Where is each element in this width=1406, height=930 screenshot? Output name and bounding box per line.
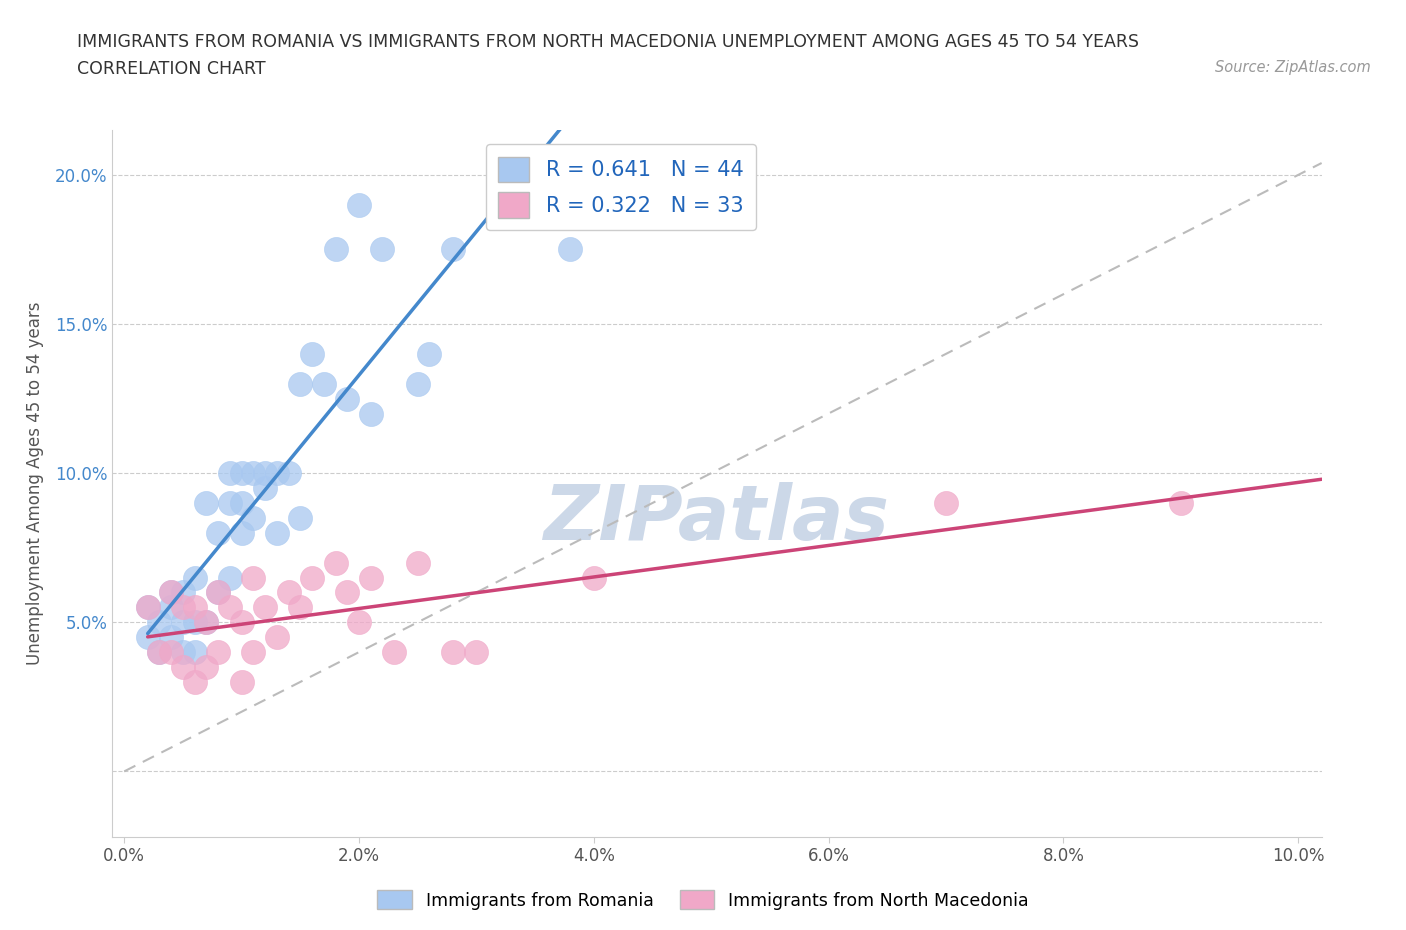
Point bbox=[277, 585, 299, 600]
Point bbox=[207, 644, 229, 659]
Point bbox=[195, 615, 218, 630]
Point bbox=[218, 496, 240, 511]
Point bbox=[183, 674, 205, 689]
Point bbox=[371, 242, 394, 257]
Point bbox=[254, 600, 277, 615]
Point bbox=[441, 644, 464, 659]
Point bbox=[183, 570, 205, 585]
Point bbox=[325, 242, 347, 257]
Point bbox=[172, 600, 194, 615]
Point bbox=[218, 600, 240, 615]
Point bbox=[207, 585, 229, 600]
Point bbox=[406, 377, 429, 392]
Point bbox=[254, 466, 277, 481]
Point bbox=[136, 630, 159, 644]
Point bbox=[489, 167, 512, 182]
Point bbox=[136, 600, 159, 615]
Point bbox=[195, 615, 218, 630]
Point bbox=[360, 406, 382, 421]
Point bbox=[148, 644, 170, 659]
Point bbox=[242, 644, 264, 659]
Point bbox=[465, 644, 488, 659]
Point bbox=[183, 615, 205, 630]
Point bbox=[336, 585, 359, 600]
Legend: R = 0.641   N = 44, R = 0.322   N = 33: R = 0.641 N = 44, R = 0.322 N = 33 bbox=[485, 144, 756, 231]
Point bbox=[242, 511, 264, 525]
Point bbox=[382, 644, 405, 659]
Point bbox=[207, 525, 229, 540]
Point bbox=[360, 570, 382, 585]
Point bbox=[160, 585, 183, 600]
Point bbox=[266, 630, 288, 644]
Point bbox=[406, 555, 429, 570]
Point bbox=[231, 466, 253, 481]
Point bbox=[560, 242, 582, 257]
Text: CORRELATION CHART: CORRELATION CHART bbox=[77, 60, 266, 78]
Point bbox=[136, 600, 159, 615]
Point bbox=[231, 525, 253, 540]
Legend: Immigrants from Romania, Immigrants from North Macedonia: Immigrants from Romania, Immigrants from… bbox=[370, 884, 1036, 917]
Point bbox=[242, 570, 264, 585]
Point bbox=[231, 674, 253, 689]
Text: Source: ZipAtlas.com: Source: ZipAtlas.com bbox=[1215, 60, 1371, 75]
Point bbox=[418, 347, 440, 362]
Point bbox=[195, 496, 218, 511]
Point bbox=[582, 570, 605, 585]
Point bbox=[312, 377, 335, 392]
Point bbox=[172, 644, 194, 659]
Point bbox=[242, 466, 264, 481]
Point bbox=[172, 659, 194, 674]
Point bbox=[290, 377, 312, 392]
Point bbox=[148, 644, 170, 659]
Point bbox=[231, 615, 253, 630]
Point bbox=[347, 197, 370, 212]
Point bbox=[277, 466, 299, 481]
Point bbox=[231, 496, 253, 511]
Point bbox=[207, 585, 229, 600]
Point bbox=[301, 570, 323, 585]
Point bbox=[266, 525, 288, 540]
Point bbox=[148, 615, 170, 630]
Point bbox=[1170, 496, 1192, 511]
Point bbox=[347, 615, 370, 630]
Point bbox=[266, 466, 288, 481]
Point bbox=[172, 615, 194, 630]
Point bbox=[290, 511, 312, 525]
Point bbox=[160, 600, 183, 615]
Point bbox=[195, 659, 218, 674]
Point bbox=[183, 644, 205, 659]
Text: IMMIGRANTS FROM ROMANIA VS IMMIGRANTS FROM NORTH MACEDONIA UNEMPLOYMENT AMONG AG: IMMIGRANTS FROM ROMANIA VS IMMIGRANTS FR… bbox=[77, 33, 1139, 50]
Point bbox=[160, 644, 183, 659]
Y-axis label: Unemployment Among Ages 45 to 54 years: Unemployment Among Ages 45 to 54 years bbox=[25, 302, 44, 665]
Point bbox=[183, 600, 205, 615]
Text: ZIPatlas: ZIPatlas bbox=[544, 482, 890, 556]
Point bbox=[160, 630, 183, 644]
Point bbox=[172, 585, 194, 600]
Point bbox=[160, 585, 183, 600]
Point bbox=[325, 555, 347, 570]
Point bbox=[254, 481, 277, 496]
Point bbox=[301, 347, 323, 362]
Point bbox=[218, 466, 240, 481]
Point bbox=[935, 496, 957, 511]
Point bbox=[218, 570, 240, 585]
Point bbox=[290, 600, 312, 615]
Point bbox=[336, 392, 359, 406]
Point bbox=[441, 242, 464, 257]
